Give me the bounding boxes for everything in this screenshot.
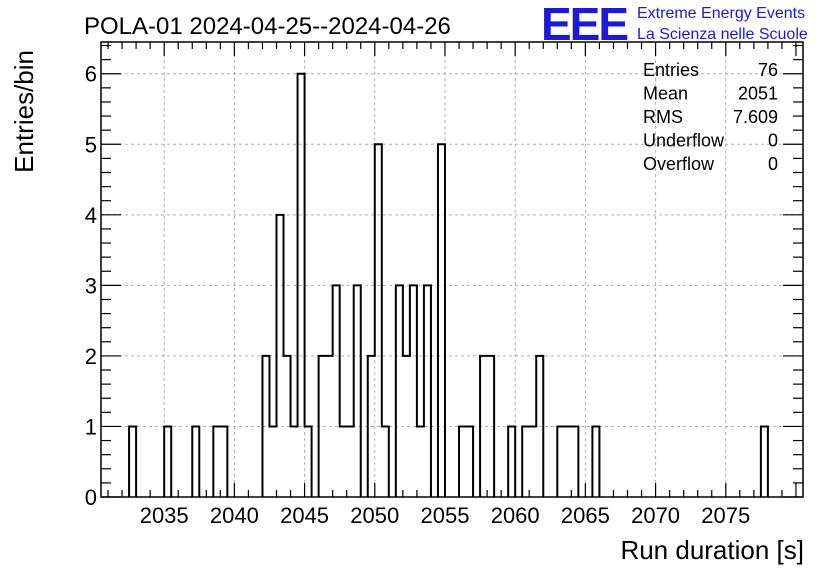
x-tick-label: 2040 bbox=[210, 503, 259, 528]
x-tick-label: 2050 bbox=[350, 503, 399, 528]
stats-label: Entries bbox=[643, 60, 699, 80]
histogram-bin bbox=[571, 426, 578, 497]
stats-label: RMS bbox=[643, 107, 683, 127]
histogram-bin bbox=[192, 426, 199, 497]
x-tick-label: 2060 bbox=[491, 503, 540, 528]
histogram-bin bbox=[564, 426, 571, 497]
stats-label: Mean bbox=[643, 84, 688, 104]
axes bbox=[100, 41, 804, 498]
histogram-bin bbox=[557, 426, 564, 497]
histogram-bin bbox=[761, 426, 768, 497]
histogram-bin bbox=[333, 285, 340, 497]
histogram-bin bbox=[529, 426, 536, 497]
histogram-bin bbox=[522, 426, 529, 497]
histogram-bin bbox=[291, 426, 298, 497]
x-axis-title: Run duration [s] bbox=[620, 535, 804, 565]
x-tick-label: 2075 bbox=[701, 503, 750, 528]
y-tick-label: 3 bbox=[85, 273, 97, 298]
x-tick-label: 2045 bbox=[280, 503, 329, 528]
y-axis-title: Entries/bin bbox=[9, 50, 39, 173]
histogram-bin bbox=[354, 285, 361, 497]
y-tick-label: 2 bbox=[85, 344, 97, 369]
histogram-bins bbox=[128, 72, 769, 497]
x-tick-label: 2070 bbox=[631, 503, 680, 528]
y-tick-label: 1 bbox=[85, 414, 97, 439]
histogram-outline bbox=[128, 72, 769, 497]
histogram-bin bbox=[459, 426, 466, 497]
y-tick-label: 4 bbox=[85, 203, 97, 228]
stats-value: 0 bbox=[768, 131, 778, 151]
histogram-bin bbox=[213, 426, 220, 497]
stats-label: Overflow bbox=[643, 154, 715, 174]
histogram-bin bbox=[347, 426, 354, 497]
y-tick-label: 6 bbox=[85, 62, 97, 87]
histogram-bin bbox=[466, 426, 473, 497]
x-tick-label: 2035 bbox=[140, 503, 189, 528]
stats-value: 7.609 bbox=[733, 107, 778, 127]
x-tick-label: 2055 bbox=[421, 503, 470, 528]
histogram-bin bbox=[417, 426, 424, 497]
histogram-bin bbox=[438, 144, 445, 497]
histogram-bin bbox=[269, 426, 276, 497]
y-tick-label: 5 bbox=[85, 132, 97, 157]
stats-box: Entries 76 Mean 2051 RMS 7.609 Underflow 0 Overf… bbox=[643, 60, 778, 174]
histogram-bin bbox=[129, 426, 136, 497]
histogram-bin bbox=[508, 426, 515, 497]
histogram-bin bbox=[382, 426, 389, 497]
tick-labels: 2035 2040 2045 2050 2055 2060 2065 2070 2075 0 1 2 3… bbox=[85, 62, 751, 528]
logo-line-2: La Scienza nelle Scuole bbox=[637, 26, 808, 43]
histogram-bin bbox=[305, 426, 312, 497]
y-tick-label: 0 bbox=[85, 485, 97, 510]
eee-logo: EEE Extreme Energy Events La Scienza nel… bbox=[541, 0, 808, 50]
histogram-bin bbox=[164, 426, 171, 497]
grid bbox=[101, 42, 803, 497]
histogram-bin bbox=[424, 285, 431, 497]
histogram-bin bbox=[340, 426, 347, 497]
stats-value: 2051 bbox=[738, 84, 778, 104]
plot-frame bbox=[100, 41, 804, 498]
histogram-bin bbox=[410, 285, 417, 497]
stats-value: 0 bbox=[768, 154, 778, 174]
histogram-bin bbox=[375, 144, 382, 497]
histogram-bin bbox=[396, 285, 403, 497]
stats-value: 76 bbox=[758, 60, 778, 80]
logo-line-1: Extreme Energy Events bbox=[637, 5, 805, 22]
chart-title: POLA-01 2024-04-25--2024-04-26 bbox=[84, 13, 451, 40]
stats-label: Underflow bbox=[643, 131, 725, 151]
histogram-bin bbox=[220, 426, 227, 497]
histogram-bin bbox=[592, 426, 599, 497]
x-tick-label: 2065 bbox=[561, 503, 610, 528]
